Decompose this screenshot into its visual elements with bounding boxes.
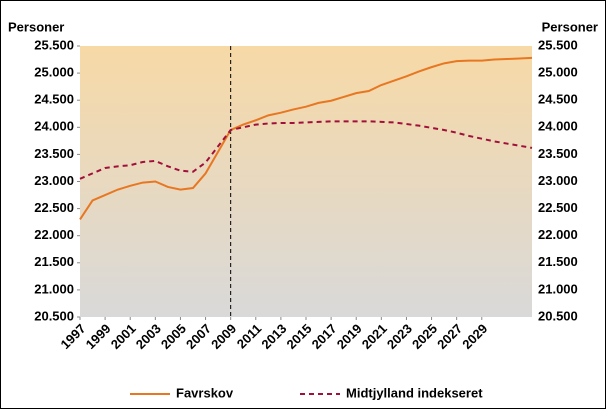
y-tick-label: 25.000 [34,65,74,80]
y2-tick-label: 20.500 [538,308,578,323]
y-tick-label: 24.500 [34,92,74,107]
y2-tick-label: 21.000 [538,281,578,296]
y2-tick-label: 21.500 [538,254,578,269]
y-tick-label: 25.500 [34,37,74,52]
y-tick-label: 21.500 [34,254,74,269]
y2-tick-label: 25.500 [538,37,578,52]
series-line [79,56,533,220]
y2-tick-label: 24.000 [538,119,578,134]
y-tick-label: 20.500 [34,308,74,323]
y-axis-label: Personer [8,19,64,34]
y-tick-label: 22.000 [34,227,74,242]
y2-tick-label: 24.500 [538,92,578,107]
y-tick-label: 22.500 [34,200,74,215]
y-tick-label: 21.000 [34,281,74,296]
y2-tick-label: 23.000 [538,173,578,188]
y2-tick-label: 23.500 [538,146,578,161]
y-tick-label: 23.500 [34,146,74,161]
y2-axis-label: Personer [542,19,598,34]
legend-label: Favrskov [176,385,234,400]
y-tick-label: 23.000 [34,173,74,188]
y-tick-label: 24.000 [34,119,74,134]
y2-tick-label: 22.500 [538,200,578,215]
legend-label: Midtjylland indekseret [346,385,483,400]
y2-tick-label: 22.000 [538,227,578,242]
y2-tick-label: 25.000 [538,65,578,80]
